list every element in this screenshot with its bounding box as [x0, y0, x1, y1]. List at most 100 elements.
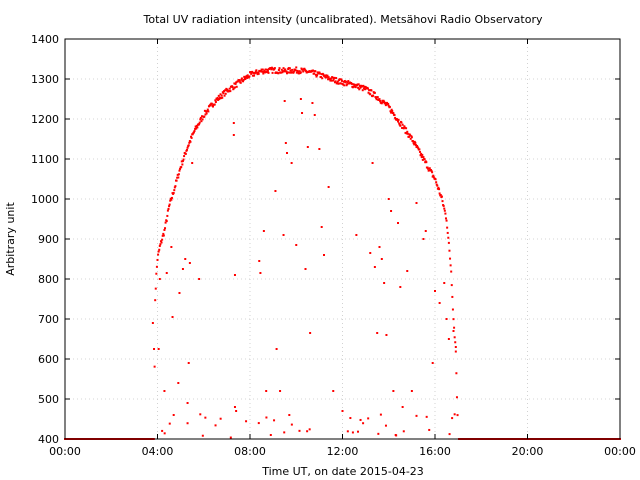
data-point [267, 71, 270, 74]
data-point [446, 231, 449, 234]
data-point [180, 166, 183, 169]
data-point [412, 142, 415, 145]
data-point [346, 83, 349, 86]
data-point [298, 72, 301, 75]
data-point [415, 146, 418, 149]
data-point [369, 93, 372, 96]
data-point [194, 127, 197, 130]
data-point [431, 171, 434, 174]
data-point [288, 67, 291, 70]
x-axis-label: Time UT, on date 2015-04-23 [261, 465, 424, 478]
data-point [223, 94, 226, 97]
data-point [410, 135, 413, 138]
data-point [269, 434, 272, 436]
data-point [363, 85, 366, 88]
data-point [291, 68, 294, 71]
data-point [277, 69, 280, 72]
data-point [426, 166, 429, 169]
data-point [155, 272, 158, 275]
data-point [443, 282, 446, 284]
data-point [168, 205, 171, 208]
data-point [233, 86, 236, 89]
data-point [375, 98, 378, 101]
data-point [356, 83, 359, 86]
data-point [232, 134, 235, 136]
data-point [161, 429, 164, 432]
data-point [240, 77, 243, 80]
data-point [456, 414, 459, 417]
data-point [232, 87, 235, 90]
data-point [305, 70, 308, 73]
data-point [169, 199, 172, 202]
data-point [440, 195, 443, 198]
data-point [427, 167, 430, 170]
data-point [353, 83, 356, 86]
data-point [244, 76, 247, 79]
data-point [376, 332, 379, 334]
data-point [406, 132, 409, 135]
data-point [379, 413, 382, 416]
data-point [295, 244, 298, 246]
data-point [158, 248, 161, 251]
data-point [210, 102, 213, 105]
data-point [373, 91, 376, 94]
data-point [280, 71, 283, 74]
data-point [402, 127, 405, 130]
data-point [381, 99, 384, 102]
data-point [453, 326, 456, 329]
data-point [423, 158, 426, 161]
data-point [257, 72, 260, 75]
axis-ticks: 400 500 600 700 800 900 1000 1100 1200 1300 1400 00… [31, 33, 636, 458]
data-point [371, 162, 374, 164]
data-point [259, 70, 262, 73]
data-point [366, 87, 369, 90]
data-point [409, 134, 412, 137]
data-point [290, 423, 293, 426]
data-point [448, 249, 451, 252]
data-point [384, 424, 387, 427]
data-point [397, 222, 399, 224]
data-point [165, 220, 168, 223]
data-point [257, 422, 260, 425]
data-point [362, 422, 365, 425]
data-point [318, 72, 321, 75]
data-point [217, 94, 220, 97]
data-point [417, 147, 420, 150]
data-point [335, 77, 338, 80]
data-point [393, 114, 396, 117]
data-point [238, 79, 241, 82]
data-point [193, 129, 196, 132]
data-point [198, 122, 201, 125]
data-point [415, 202, 418, 204]
data-point [380, 258, 383, 260]
data-point [177, 173, 180, 176]
data-point [383, 100, 386, 103]
data-point [203, 115, 206, 118]
data-point [367, 91, 370, 94]
data-point [245, 420, 248, 423]
data-point [332, 79, 335, 82]
data-point [221, 96, 224, 99]
x-tick-label: 00:00 [49, 445, 81, 458]
data-point [372, 94, 375, 97]
data-point [438, 188, 441, 191]
data-point [434, 178, 437, 181]
data-point [240, 78, 243, 81]
data-point [425, 161, 428, 164]
data-point [235, 81, 238, 84]
data-point [284, 68, 287, 71]
data-point [317, 72, 320, 75]
data-point [358, 84, 361, 87]
data-point [321, 77, 324, 80]
x-tick-label: 20:00 [512, 445, 544, 458]
data-point [384, 101, 387, 104]
data-point [222, 90, 225, 93]
data-point [244, 78, 247, 81]
y-tick-label: 500 [38, 393, 59, 406]
data-point [446, 226, 449, 229]
data-point [387, 104, 390, 107]
data-point [181, 268, 184, 270]
data-point [407, 135, 410, 138]
data-point [318, 148, 321, 150]
data-point [184, 258, 187, 260]
